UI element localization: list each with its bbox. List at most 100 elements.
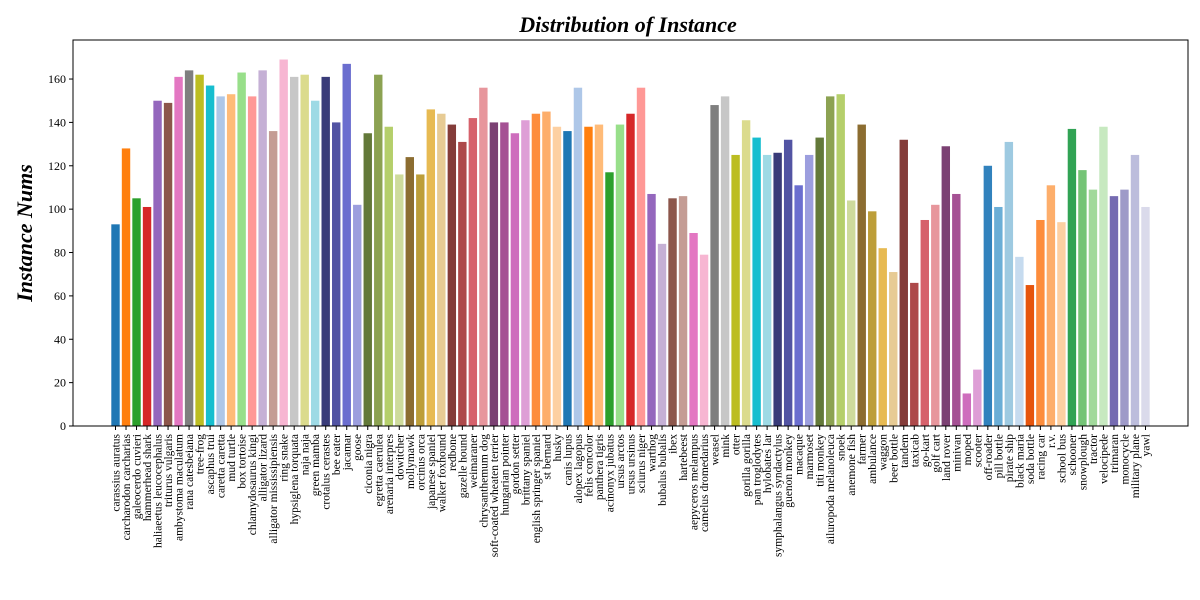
bar	[542, 111, 551, 426]
y-tick-label: 20	[54, 376, 66, 390]
bar	[111, 224, 120, 426]
bar	[868, 211, 877, 426]
bar	[500, 122, 509, 427]
x-tick-label: ursus arctos	[615, 433, 627, 488]
bar	[615, 124, 625, 427]
x-tick-label: egretta caerulea	[373, 434, 385, 506]
bar	[678, 196, 688, 426]
x-tick-label: macaque	[794, 434, 806, 475]
x-tick-label: naja naja	[300, 434, 312, 475]
x-tick-label: redbone	[447, 434, 459, 471]
x-tick-label: waggon	[878, 434, 890, 471]
x-tick-label: arenaria interpres	[384, 433, 396, 514]
bar	[332, 122, 341, 427]
x-tick-label: orcinus orca	[415, 434, 427, 491]
bar	[857, 124, 866, 427]
x-tick-label: hammerhead shark	[142, 434, 154, 521]
x-tick-label: ambulance	[867, 434, 879, 484]
bar	[699, 254, 709, 426]
bar	[689, 233, 698, 426]
bar	[342, 63, 351, 426]
x-tick-label: sciurus niger	[636, 434, 648, 493]
bar	[1120, 189, 1129, 426]
bar	[584, 126, 593, 426]
plot-frame	[72, 39, 1189, 427]
bar	[510, 133, 520, 426]
bar	[983, 165, 993, 427]
bar	[247, 96, 257, 426]
bar	[973, 369, 982, 426]
bar	[416, 174, 425, 426]
bar	[1036, 219, 1045, 426]
x-tick-label: husky	[552, 434, 564, 462]
x-tick-label: snoek	[836, 434, 848, 461]
x-tick-label: alligator lizard	[258, 434, 270, 502]
x-tick-label: gorilla gorilla	[741, 434, 753, 497]
x-tick-label: otter	[731, 434, 743, 455]
bar	[1067, 128, 1077, 427]
x-tick-label: walker foxhound	[436, 434, 448, 512]
bar	[142, 206, 152, 426]
x-tick-label: ibex	[668, 434, 680, 454]
bar	[889, 272, 898, 426]
x-tick-label: velocipede	[1098, 434, 1110, 484]
bar	[1099, 126, 1108, 426]
x-tick-label: scooter	[972, 434, 984, 467]
bar	[731, 154, 740, 426]
x-tick-label: chrysanthemum dog	[478, 434, 490, 528]
x-tick-label: soda bottle	[1025, 434, 1037, 484]
y-tick-label: 80	[54, 246, 66, 260]
x-tick-label: military plane	[1130, 434, 1142, 498]
bar	[899, 139, 908, 426]
x-tick-label: trimaran	[1109, 434, 1121, 473]
x-tick-label: school bus	[1056, 433, 1068, 482]
x-tick-label: monocycle	[1119, 434, 1131, 484]
x-tick-label: haliaeetus leucocephalus	[153, 433, 165, 548]
bar	[1015, 256, 1024, 426]
bar	[994, 206, 1003, 426]
bar	[741, 120, 751, 426]
x-tick-label: symphalangus syndactylus	[773, 433, 785, 556]
bar	[962, 393, 972, 426]
bar	[773, 152, 782, 426]
x-tick-label: beer bottle	[888, 434, 900, 483]
x-tick-label: ursus ursinus	[626, 433, 638, 494]
x-tick-label: weasel	[710, 434, 722, 465]
x-tick-label: gazelle hound	[457, 434, 469, 498]
bar	[952, 193, 961, 426]
bar	[878, 248, 887, 426]
x-tick-label: st bernard	[541, 434, 553, 480]
x-tick-label: farmer	[857, 434, 869, 465]
bar	[1078, 170, 1087, 426]
y-tick-label: 100	[48, 202, 66, 216]
bar	[531, 113, 541, 426]
x-tick-label: yawl	[1140, 434, 1152, 456]
x-tick-label: hypsiglena torquata	[289, 434, 301, 524]
bar	[804, 154, 814, 426]
x-tick-label: off-roader	[983, 434, 995, 481]
bar	[363, 133, 372, 426]
x-tick-label: ring snake	[279, 434, 291, 482]
bar	[552, 126, 562, 426]
x-tick-label: black maria	[1014, 434, 1026, 488]
x-tick-label: alligator mississipiensis	[268, 433, 280, 543]
chart-title: Distribution of Instance	[518, 12, 737, 37]
x-tick-label: aepyceros melampus	[689, 433, 701, 530]
bar	[395, 174, 404, 426]
bar	[121, 148, 131, 426]
bar	[636, 87, 646, 427]
bar	[489, 122, 499, 427]
bar	[815, 137, 824, 426]
bar	[447, 124, 457, 427]
y-axis-label: Instance Nums	[12, 164, 37, 303]
x-tick-label: r.v.	[1046, 434, 1058, 448]
bar	[762, 154, 772, 426]
x-tick-label: pirate ship	[1004, 434, 1016, 482]
x-tick-label: titi monkey	[815, 434, 827, 487]
x-tick-label: crotalus cerastes	[321, 433, 333, 509]
x-tick-label: dowitcher	[394, 434, 406, 480]
bar	[163, 102, 173, 427]
x-tick-label: canis lupus	[562, 433, 574, 485]
x-tick-label: mud turtle	[226, 434, 238, 482]
